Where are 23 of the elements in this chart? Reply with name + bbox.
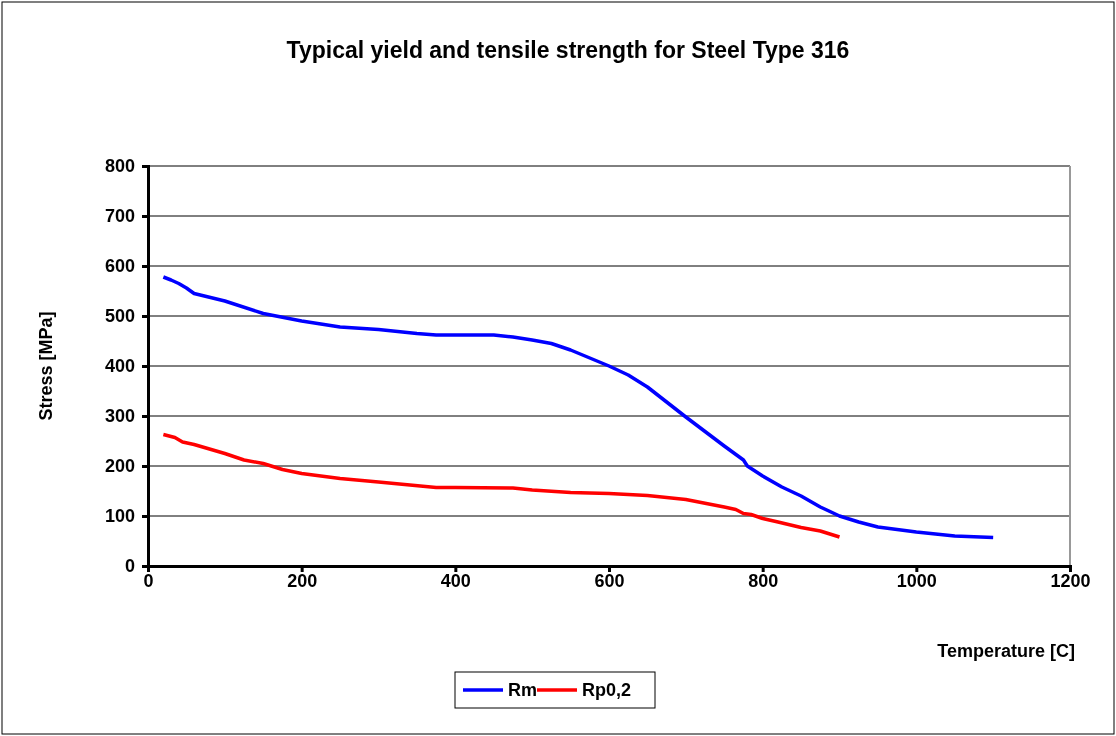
y-tick-label: 600 xyxy=(104,256,135,277)
y-tick-label: 100 xyxy=(104,506,135,527)
legend-label: Rp0,2 xyxy=(582,680,632,700)
y-tick-label: 400 xyxy=(104,356,135,377)
y-tick-label: 700 xyxy=(104,206,135,227)
x-tick-label: 400 xyxy=(440,571,471,591)
y-tick-label: 500 xyxy=(104,306,135,327)
legend-label: Rm xyxy=(508,680,538,700)
x-tick-label: 1200 xyxy=(1050,571,1091,591)
chart-title: Typical yield and tensile strength for Steel Type 316 xyxy=(286,37,850,63)
x-tick-label: 800 xyxy=(748,571,779,591)
x-tick-label: 600 xyxy=(594,571,625,591)
line-series xyxy=(161,275,995,540)
y-tick-label: 800 xyxy=(104,156,135,177)
x-axis-title: Temperature [C] xyxy=(937,641,1075,661)
x-tick-label: 1000 xyxy=(896,571,937,591)
y-tick-label: 0 xyxy=(124,556,135,577)
y-tick-label: 300 xyxy=(104,406,135,427)
x-tick-label: 200 xyxy=(287,571,318,591)
x-tick-label: 0 xyxy=(143,571,154,591)
y-tick-label: 200 xyxy=(104,456,135,477)
line-series xyxy=(161,432,842,539)
y-axis-title: Stress [MPa] xyxy=(36,311,56,421)
